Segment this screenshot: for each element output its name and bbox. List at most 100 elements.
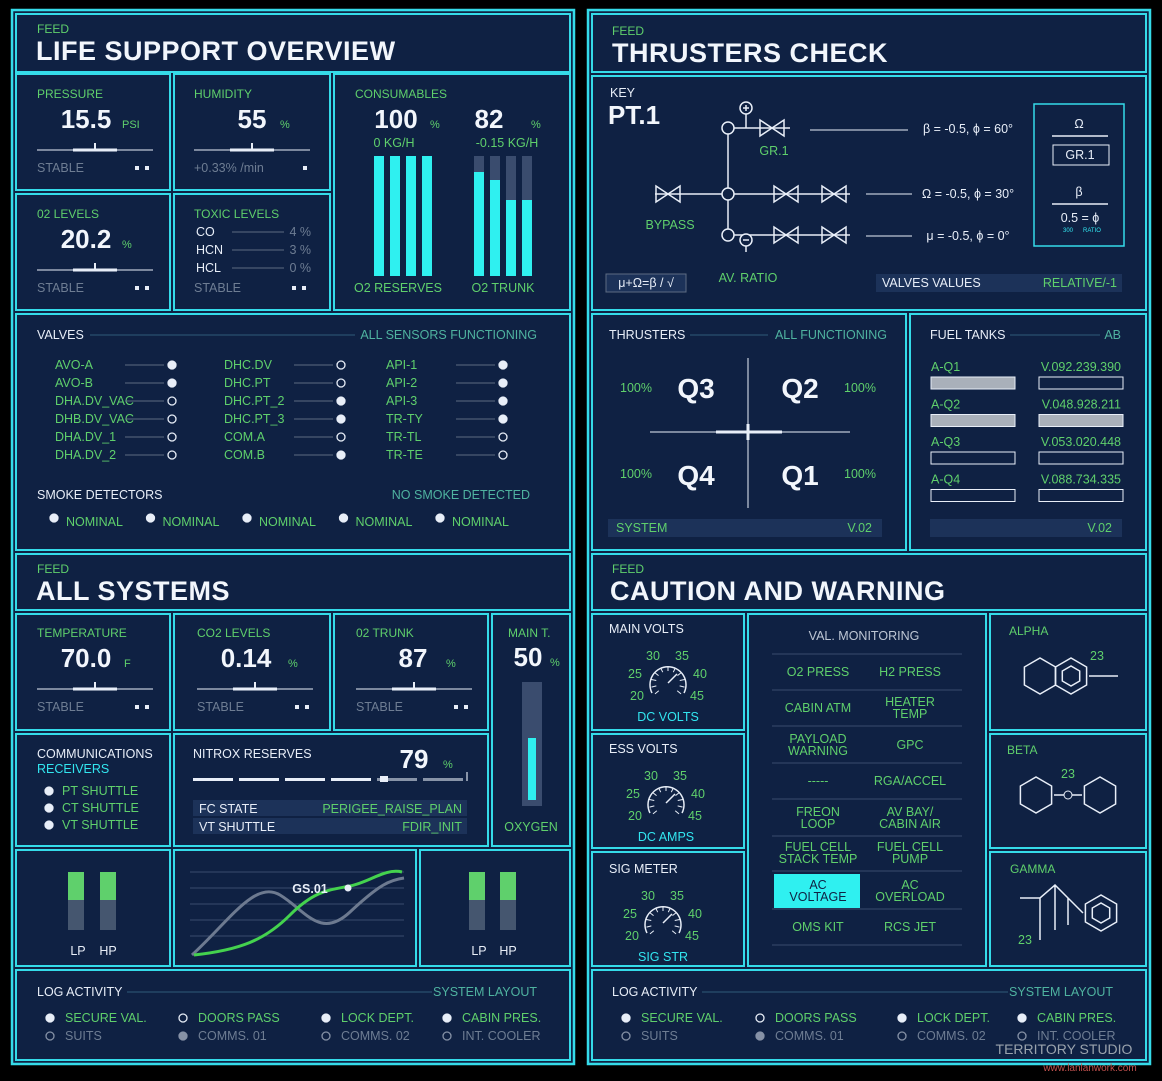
- unit-text: %: [443, 759, 453, 771]
- key-box: [1033, 103, 1125, 247]
- segment: [285, 778, 325, 781]
- indicator: [145, 286, 149, 290]
- button-label: OVERLOAD: [875, 890, 944, 904]
- dial-tick: [671, 930, 677, 935]
- panel: [591, 75, 1147, 311]
- status-dot: [755, 1013, 765, 1023]
- status-dot: [167, 396, 177, 406]
- unit-text: PSI: [122, 119, 140, 131]
- feed-text: FEED: [612, 24, 644, 38]
- node: [721, 187, 735, 201]
- value-text: 70.0: [61, 643, 112, 673]
- feed-text: FEED: [37, 562, 69, 576]
- status-dot: [435, 513, 445, 523]
- graph-line: [193, 869, 403, 957]
- scale-text: 25: [623, 907, 637, 921]
- status-dot: [498, 414, 508, 424]
- scale-text: 40: [688, 907, 702, 921]
- label-text: MAIN VOLTS: [609, 622, 684, 636]
- dial-tick: [654, 672, 659, 677]
- button-label: TEMP: [893, 707, 928, 721]
- status-text: NO SMOKE DETECTED: [392, 488, 530, 502]
- label-text: VALVES: [37, 328, 84, 342]
- label-text: LOG ACTIVITY: [37, 985, 123, 999]
- graph-point: [344, 884, 352, 892]
- panel: [173, 73, 331, 191]
- label-text: KEY: [610, 86, 636, 100]
- footer-bar: [930, 519, 1122, 537]
- tank-bar: [930, 451, 1016, 465]
- button-label: STACK TEMP: [779, 852, 858, 866]
- footer-bar: [876, 274, 1122, 292]
- indicator: [303, 166, 307, 170]
- status-text: AB: [1104, 328, 1121, 342]
- scale-text: 25: [626, 787, 640, 801]
- tank-bar: [1038, 489, 1124, 502]
- value-text: 50: [514, 642, 543, 672]
- scale-text: 20: [630, 689, 644, 703]
- unit-text: %: [531, 119, 541, 131]
- equations-text: Ω = -0.5, ϕ = 30°: [922, 187, 1014, 201]
- status-dot: [145, 513, 156, 523]
- unit-text: %: [430, 119, 440, 131]
- panel: [15, 73, 171, 191]
- group-text: GR.1: [759, 144, 788, 158]
- name-text: COMMS. 01: [198, 1029, 267, 1043]
- panel: [173, 193, 331, 311]
- gauge-track: [469, 900, 485, 930]
- segment: [193, 778, 233, 781]
- panel: [591, 733, 745, 849]
- panel: [419, 849, 571, 967]
- status-dot: [442, 1013, 452, 1023]
- footer-bar: [608, 519, 882, 537]
- panel: [591, 553, 1147, 611]
- molecule-ring: [1091, 902, 1111, 924]
- scale-text: 45: [688, 809, 702, 823]
- name-text: O2 RESERVES: [354, 281, 442, 295]
- name-text: DOORS PASS: [198, 1011, 280, 1025]
- unit-text: F: [124, 658, 131, 670]
- label-text: HUMIDITY: [194, 87, 252, 101]
- value-text: 100: [374, 104, 417, 134]
- sensors-text: NOMINAL: [356, 515, 413, 529]
- id-text: PT.1: [608, 100, 660, 130]
- name-text: DHC.PT: [224, 376, 271, 390]
- panel: [591, 851, 745, 967]
- rate-text: +0.33% /min: [194, 161, 264, 175]
- valve-symbol: [773, 184, 799, 204]
- status-text: SYSTEM LAYOUT: [1009, 985, 1113, 999]
- panel: [15, 13, 571, 73]
- dial-tick: [674, 810, 680, 815]
- button-label: VOLTAGE: [789, 890, 846, 904]
- status-dot: [336, 414, 346, 424]
- label-text: SMOKE DETECTORS: [37, 488, 162, 502]
- indicator: [135, 705, 139, 709]
- segment: [423, 778, 463, 781]
- row-bg: [193, 800, 467, 816]
- panel: [591, 969, 1147, 1061]
- status-dot: [45, 1031, 55, 1041]
- label-text: VAL. MONITORING: [809, 629, 920, 643]
- status-text: ALL FUNCTIONING: [775, 328, 887, 342]
- group-box: [1052, 144, 1110, 166]
- status-dot: [442, 1031, 452, 1041]
- level-text: 3 %: [289, 243, 311, 257]
- status-dot: [336, 432, 346, 442]
- equations-text: μ = -0.5, ϕ = 0°: [926, 229, 1009, 243]
- gauge-track: [100, 900, 116, 930]
- relation-text: 0.5 = ϕ: [1061, 211, 1100, 225]
- name-text: SUITS: [65, 1029, 102, 1043]
- molecule-ring: [1054, 657, 1088, 695]
- key-text: VT SHUTTLE: [199, 820, 275, 834]
- name-text: DHA.DV_2: [55, 448, 116, 462]
- status-dot: [49, 513, 59, 523]
- panel: [747, 613, 987, 967]
- items-text: PT SHUTTLE: [62, 784, 138, 798]
- gauge-track: [500, 900, 516, 930]
- button-label: WARNING: [788, 744, 848, 758]
- scale-text: 25: [628, 667, 642, 681]
- value-text: FDIR_INIT: [402, 820, 462, 834]
- status-dot: [498, 360, 508, 370]
- dial-tick: [658, 787, 662, 793]
